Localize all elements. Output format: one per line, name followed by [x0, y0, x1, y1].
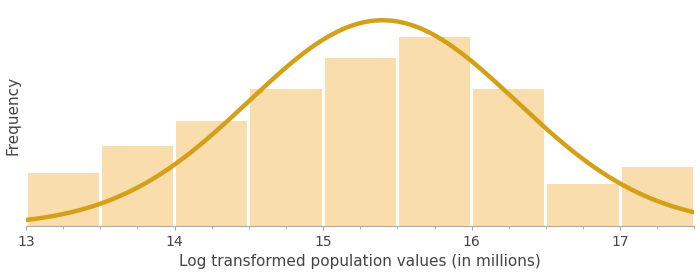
Bar: [622, 167, 693, 226]
Bar: [473, 89, 545, 226]
Bar: [325, 58, 396, 226]
Bar: [102, 146, 173, 226]
X-axis label: Log transformed population values (in millions): Log transformed population values (in mi…: [179, 254, 541, 270]
Y-axis label: Frequency: Frequency: [6, 76, 20, 155]
Bar: [176, 121, 247, 226]
Bar: [547, 184, 619, 226]
Bar: [399, 37, 470, 226]
Bar: [27, 174, 99, 226]
Bar: [251, 89, 322, 226]
